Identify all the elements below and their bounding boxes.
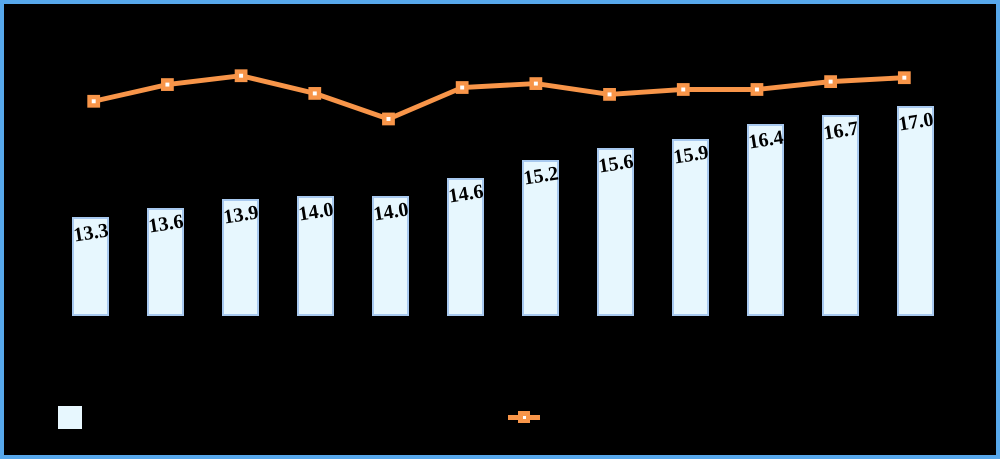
- bar: [372, 196, 409, 316]
- bar: [897, 106, 934, 316]
- bar: [747, 124, 784, 316]
- bar: [222, 199, 259, 316]
- line-path: [93, 73, 905, 122]
- bar: [147, 208, 184, 316]
- line-marker-dot-icon: [312, 91, 317, 96]
- line-marker-dot-icon: [681, 87, 686, 92]
- bar: [672, 139, 709, 316]
- line-marker-dot-icon: [607, 92, 612, 97]
- line-marker-dot-icon: [460, 85, 465, 90]
- line-marker-dot-icon: [902, 75, 907, 80]
- plot-area: 13.3 13.6 13.9 14.0 14.0 14.6 15.2 15.6 15.9 16.4…: [4, 4, 996, 455]
- line-marker-dot-icon: [239, 73, 244, 78]
- line-marker-dot-icon: [533, 81, 538, 86]
- bar: [822, 115, 859, 316]
- line-marker-dot-icon: [754, 87, 759, 92]
- bar: [72, 217, 109, 316]
- bar: [297, 196, 334, 316]
- line-marker-dot-icon: [91, 99, 96, 104]
- line-marker-dot-icon: [386, 116, 391, 121]
- bar: [447, 178, 484, 316]
- line-series: [87, 69, 911, 126]
- bar: [597, 148, 634, 316]
- line-marker-dot-icon: [165, 82, 170, 87]
- line-marker-dot-icon: [828, 79, 833, 84]
- bar: [522, 160, 559, 316]
